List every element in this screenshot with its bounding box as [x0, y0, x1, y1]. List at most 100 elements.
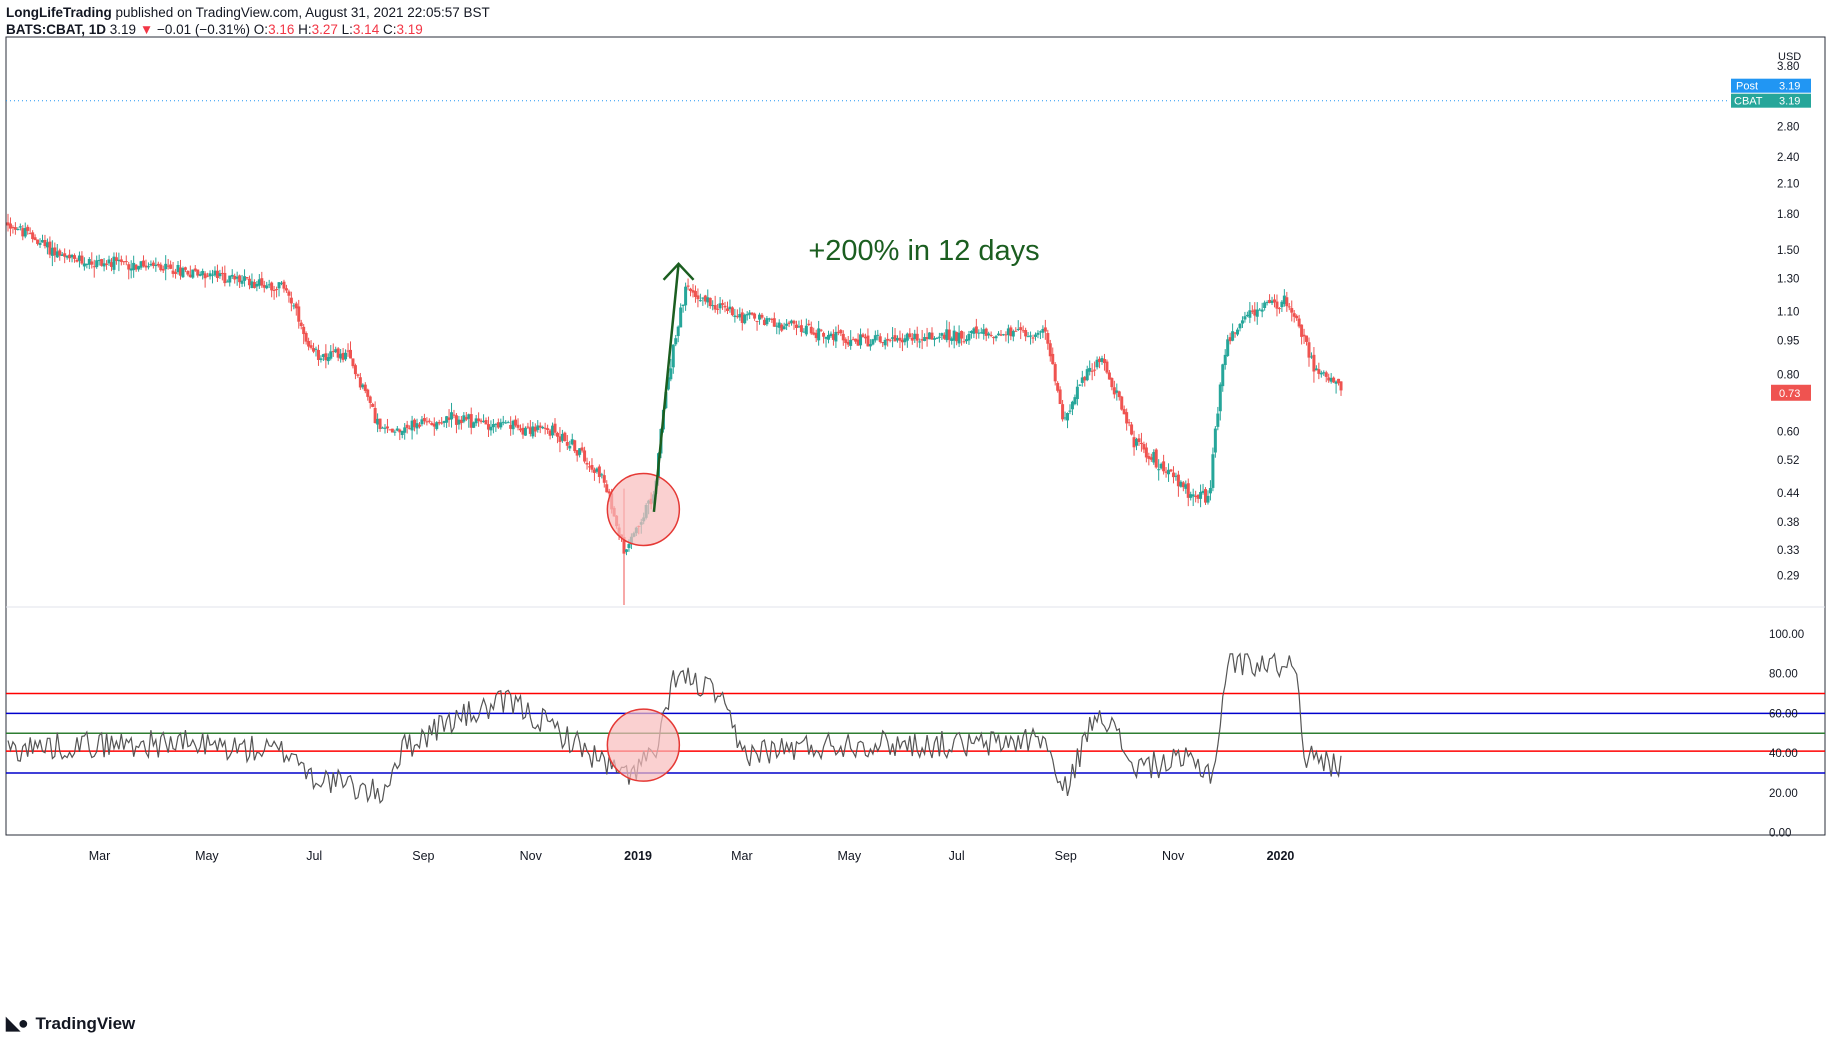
rsi-tick-label: 100.00 [1769, 629, 1804, 641]
candle-body [684, 286, 688, 306]
candle-body [445, 416, 449, 423]
candle-body [994, 336, 998, 339]
candle-body [1088, 367, 1092, 372]
candle-body [817, 328, 821, 341]
candle-body [861, 334, 865, 338]
candle-body [1011, 331, 1015, 337]
candle-body [794, 324, 798, 328]
candle-body [1213, 428, 1217, 453]
candle-body [918, 341, 922, 343]
candle-body [331, 351, 335, 353]
candle-body [765, 318, 769, 325]
highlight-circle-price [606, 472, 681, 547]
candle-body [479, 420, 483, 422]
candle-body [294, 303, 298, 309]
candle-body [967, 333, 971, 341]
candle-body [437, 422, 441, 424]
candle-body [1248, 310, 1252, 318]
candle-body [272, 289, 276, 291]
candle-body [8, 223, 12, 229]
candle-body [156, 263, 160, 266]
candle-body [900, 339, 904, 343]
candle-body [452, 414, 456, 416]
candle-body [1019, 327, 1023, 330]
candle-body [812, 332, 816, 335]
candle-body [563, 432, 567, 442]
candle-body [48, 241, 52, 255]
candle-body [504, 422, 508, 424]
candle-body [580, 447, 584, 451]
candle-body [755, 320, 759, 322]
x-tick-label: Nov [1162, 849, 1185, 863]
last-price-label: 0.73 [1779, 388, 1800, 400]
candle-body [464, 417, 468, 420]
candle-body [553, 423, 557, 433]
candle-body [541, 427, 545, 429]
candle-body [1258, 309, 1262, 311]
candle-body [218, 273, 222, 277]
candle-body [1159, 463, 1163, 469]
candle-body [376, 418, 380, 425]
candle-body [896, 338, 900, 341]
candle-body [1204, 489, 1208, 503]
candle-body [681, 304, 685, 306]
candle-body [960, 331, 964, 339]
candle-body [1061, 404, 1065, 420]
candle-body [314, 348, 318, 350]
candle-body [1236, 329, 1240, 335]
candle-body [1263, 302, 1267, 308]
candle-body [1135, 439, 1139, 446]
candle-body [1314, 368, 1318, 371]
price-tick-label: 0.95 [1777, 336, 1799, 348]
candle-body [514, 419, 518, 426]
candle-body [1186, 483, 1190, 498]
candle-body [238, 275, 242, 283]
candle-body [538, 425, 542, 428]
rsi-tick-label: 0.00 [1769, 828, 1791, 840]
candle-body [154, 264, 158, 267]
candle-body [70, 254, 74, 258]
post-tag-label: Post [1736, 81, 1758, 93]
candle-body [344, 352, 348, 360]
candle-body [543, 427, 547, 429]
candle-body [114, 257, 118, 261]
candle-body [1100, 358, 1104, 362]
candle-body [891, 337, 895, 339]
candle-body [496, 422, 500, 428]
candle-body [228, 275, 232, 283]
candle-body [1162, 461, 1166, 472]
candle-body [164, 263, 168, 270]
candle-body [90, 261, 94, 265]
candle-body [693, 290, 697, 297]
price-tick-label: 1.50 [1777, 245, 1799, 257]
publisher-name[interactable]: LongLifeTrading [6, 5, 112, 20]
candle-body [270, 282, 274, 291]
candle-body [1305, 335, 1309, 342]
candle-body [568, 445, 572, 449]
candle-body [708, 297, 712, 307]
candle-body [740, 312, 744, 323]
candle-body [250, 281, 254, 289]
candle-body [1287, 306, 1291, 308]
candle-body [873, 335, 877, 341]
price-tick-label: 1.10 [1777, 307, 1799, 319]
candle-body [851, 339, 855, 341]
candle-body [432, 423, 436, 427]
candle-body [913, 333, 917, 339]
candle-body [109, 262, 113, 267]
candle-body [775, 325, 779, 327]
candle-body [969, 331, 973, 334]
candle-body [1270, 300, 1274, 304]
candle-body [124, 261, 128, 263]
candle-body [834, 331, 838, 342]
symbol-ohlc-line: BATS:CBAT, 1D 3.19 ▼ −0.01 (−0.31%) O:3.… [6, 22, 423, 37]
candle-body [1093, 369, 1097, 371]
candle-body [1253, 309, 1257, 316]
candle-body [725, 308, 729, 311]
candle-body [95, 260, 99, 268]
candle-body [287, 291, 291, 296]
candle-body [161, 268, 165, 271]
candle-body [371, 404, 375, 407]
candle-body [982, 329, 986, 335]
